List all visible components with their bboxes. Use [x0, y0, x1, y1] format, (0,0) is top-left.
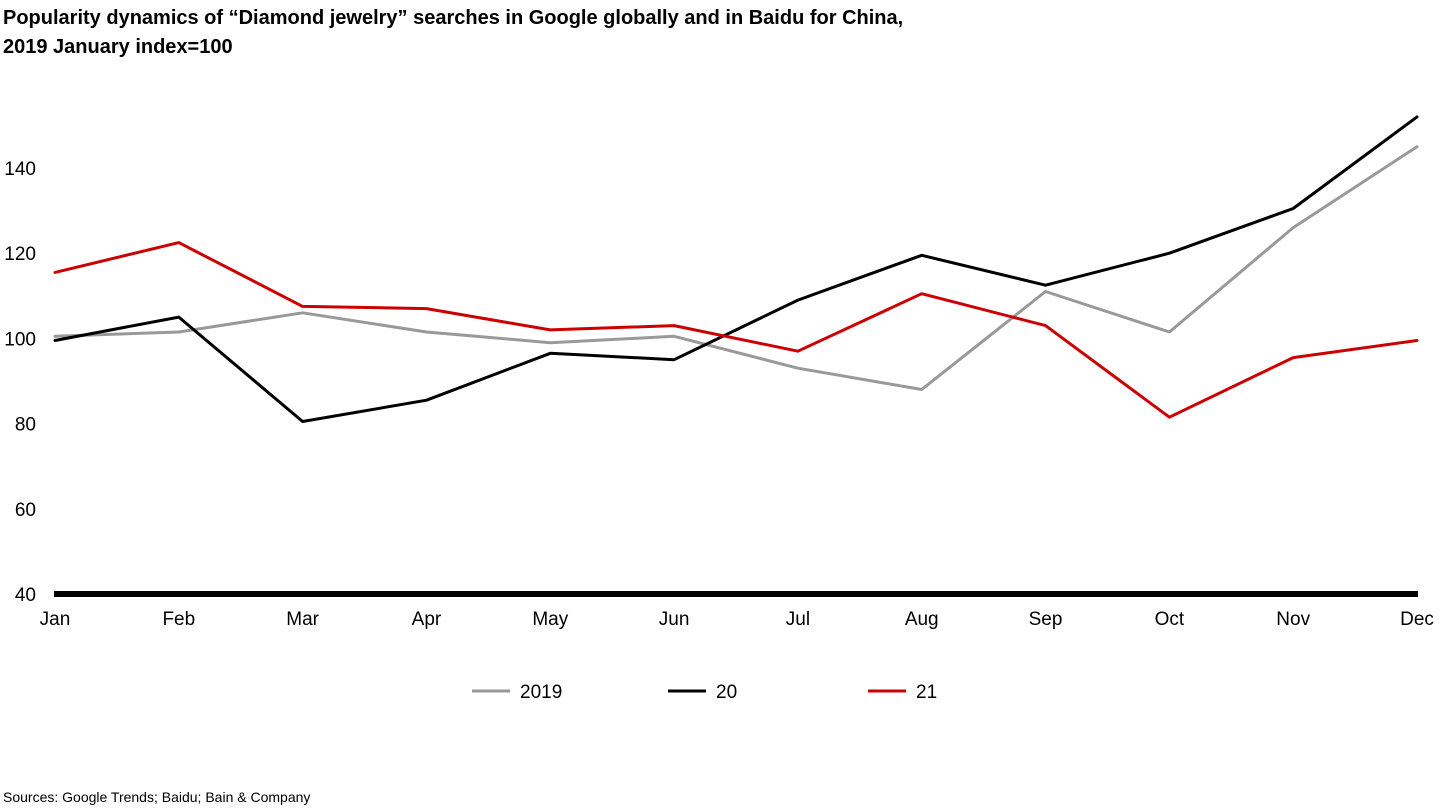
series-line-2019 [53, 145, 1419, 391]
x-tick-label-oct: Oct [1155, 609, 1185, 630]
source-note: Sources: Google Trends; Baidu; Bain & Co… [3, 789, 311, 805]
x-tick-label-jun: Jun [659, 609, 690, 630]
x-tick-label-sep: Sep [1029, 609, 1063, 630]
chart-title-line-2: 2019 January index=100 [3, 36, 233, 58]
series-lines [53, 115, 1419, 423]
chart-title: Popularity dynamics of “Diamond jewelry”… [3, 4, 1423, 62]
x-tick-label-mar: Mar [286, 609, 319, 630]
x-tick-label-aug: Aug [905, 609, 939, 630]
chart-title-line-1: Popularity dynamics of “Diamond jewelry”… [3, 7, 904, 29]
series-line-21 [53, 241, 1419, 419]
y-tick-label-80: 80 [15, 415, 36, 436]
y-tick-label-40: 40 [15, 585, 36, 606]
legend-label-2019: 2019 [520, 682, 562, 703]
y-tick-label-120: 120 [4, 244, 36, 265]
y-tick-label-60: 60 [15, 500, 36, 521]
legend-label-21: 21 [916, 682, 937, 703]
x-axis-ticks: Jan Feb Mar Apr May Jun Jul Aug Sep Oct Nov Dec [40, 609, 1434, 630]
x-tick-label-apr: Apr [412, 609, 442, 630]
x-tick-label-jan: Jan [40, 609, 71, 630]
x-tick-label-dec: Dec [1400, 609, 1434, 630]
legend-label-20: 20 [716, 682, 737, 703]
y-tick-label-100: 100 [4, 329, 36, 350]
x-tick-label-feb: Feb [162, 609, 195, 630]
x-tick-label-may: May [532, 609, 568, 630]
x-tick-label-nov: Nov [1276, 609, 1310, 630]
legend: 2019 20 21 [472, 682, 937, 703]
y-axis-ticks: 40 60 80 100 120 140 [4, 159, 36, 606]
y-tick-label-140: 140 [4, 159, 36, 180]
x-tick-label-jul: Jul [786, 609, 810, 630]
series-line-20 [53, 115, 1419, 423]
